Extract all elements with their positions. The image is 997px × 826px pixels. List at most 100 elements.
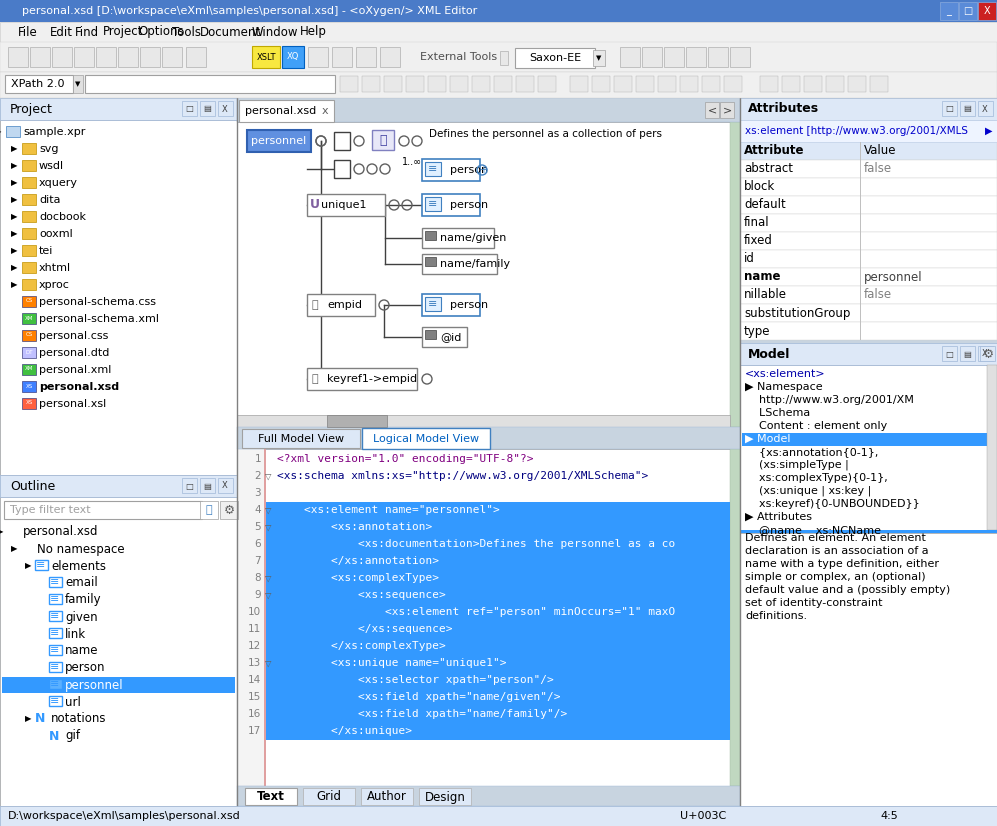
Text: {xs:annotation{0-1},: {xs:annotation{0-1},	[745, 447, 878, 457]
Bar	[332, 47, 352, 67]
Text: url: url	[65, 695, 81, 709]
Text: xs:element [http://www.w3.org/2001/XMLS: xs:element [http://www.w3.org/2001/XMLS	[745, 126, 968, 136]
Text: 9: 9	[254, 590, 261, 600]
Bar	[686, 47, 706, 67]
Bar	[265, 536, 730, 553]
Text: Logical Model View: Logical Model View	[373, 434, 480, 444]
Bar	[22, 194, 36, 205]
Bar	[200, 501, 218, 519]
Text: type: type	[744, 325, 771, 338]
Text: nillable: nillable	[744, 288, 787, 301]
Bar	[22, 262, 36, 273]
Text: X: X	[984, 6, 990, 16]
Text: ooxml: ooxml	[39, 229, 73, 239]
Bar	[49, 679, 62, 689]
Bar	[372, 130, 394, 150]
Bar	[49, 611, 62, 621]
Text: □: □	[963, 6, 973, 16]
Bar	[237, 786, 740, 806]
Text: ▶: ▶	[11, 263, 17, 273]
Text: XS: XS	[25, 383, 33, 388]
Text: </xs:unique>: </xs:unique>	[277, 726, 412, 736]
Bar	[705, 102, 719, 118]
Bar	[450, 76, 468, 92]
Bar	[980, 346, 995, 361]
Bar	[237, 415, 730, 427]
Bar	[307, 368, 417, 390]
Text: ▤: ▤	[203, 105, 211, 113]
Text: docbook: docbook	[39, 212, 86, 222]
Bar	[237, 98, 740, 122]
Text: svg: svg	[39, 144, 59, 154]
Bar	[237, 449, 265, 786]
Bar	[860, 268, 861, 286]
Text: person: person	[450, 300, 489, 310]
Text: Find: Find	[75, 26, 99, 39]
Text: id: id	[744, 253, 755, 265]
Bar	[384, 76, 402, 92]
Bar	[860, 232, 861, 250]
Bar	[49, 594, 62, 604]
Bar	[740, 250, 997, 268]
Text: set of identity-constraint: set of identity-constraint	[745, 598, 882, 608]
Text: 4: 4	[254, 505, 261, 515]
Bar	[740, 533, 997, 806]
Bar	[334, 160, 350, 178]
Bar	[740, 530, 997, 533]
Text: N: N	[49, 729, 60, 743]
Bar	[978, 346, 993, 361]
Bar	[870, 76, 888, 92]
Text: □: □	[185, 482, 193, 491]
Bar	[515, 48, 595, 68]
Bar	[362, 76, 380, 92]
Text: ▶ Attributes: ▶ Attributes	[745, 512, 812, 522]
Text: <xs:field xpath="name/family"/>: <xs:field xpath="name/family"/>	[277, 709, 567, 719]
Text: <xs:selector xpath="person"/>: <xs:selector xpath="person"/>	[277, 675, 553, 685]
Text: <xs:schema xmlns:xs="http://www.w3.org/2001/XMLSchema">: <xs:schema xmlns:xs="http://www.w3.org/2…	[277, 471, 648, 481]
Text: Grid: Grid	[316, 790, 342, 804]
Bar	[340, 76, 358, 92]
Text: name/given: name/given	[440, 233, 506, 243]
Bar	[0, 0, 997, 22]
Bar	[22, 143, 36, 154]
Bar	[8, 47, 28, 67]
Bar	[308, 47, 328, 67]
Bar	[252, 46, 280, 68]
Bar	[742, 433, 995, 446]
Bar	[740, 304, 997, 322]
Text: ▼: ▼	[596, 55, 601, 61]
Bar	[425, 297, 441, 311]
Bar	[730, 47, 750, 67]
Text: ▤: ▤	[963, 349, 971, 358]
Bar	[200, 478, 215, 493]
Text: Window: Window	[252, 26, 298, 39]
Text: substitutionGroup: substitutionGroup	[744, 306, 850, 320]
Text: XPath 2.0: XPath 2.0	[11, 79, 65, 89]
Text: 8: 8	[254, 573, 261, 583]
Text: Content : element only: Content : element only	[745, 421, 887, 431]
Text: 1..∞: 1..∞	[402, 157, 423, 167]
Text: ▶: ▶	[11, 162, 17, 170]
Bar	[380, 47, 400, 67]
Text: XM: XM	[25, 367, 33, 372]
Bar	[740, 120, 997, 142]
Text: email: email	[65, 577, 98, 590]
Bar	[22, 177, 36, 188]
Bar	[422, 294, 480, 316]
Bar	[614, 76, 632, 92]
Bar	[0, 120, 237, 475]
Text: <xs:documentation>Defines the personnel as a co: <xs:documentation>Defines the personnel …	[277, 539, 675, 549]
Text: <: <	[708, 105, 717, 115]
Text: Design: Design	[425, 790, 466, 804]
Bar	[162, 47, 182, 67]
Bar	[782, 76, 800, 92]
Bar	[74, 47, 94, 67]
Text: 11: 11	[247, 624, 261, 634]
Text: personnel: personnel	[65, 678, 124, 691]
Bar	[422, 228, 494, 248]
Text: 7: 7	[254, 556, 261, 566]
Bar	[356, 47, 376, 67]
Bar	[303, 788, 355, 805]
Text: personal.xsd: personal.xsd	[39, 382, 119, 392]
Text: ≡: ≡	[36, 560, 46, 570]
